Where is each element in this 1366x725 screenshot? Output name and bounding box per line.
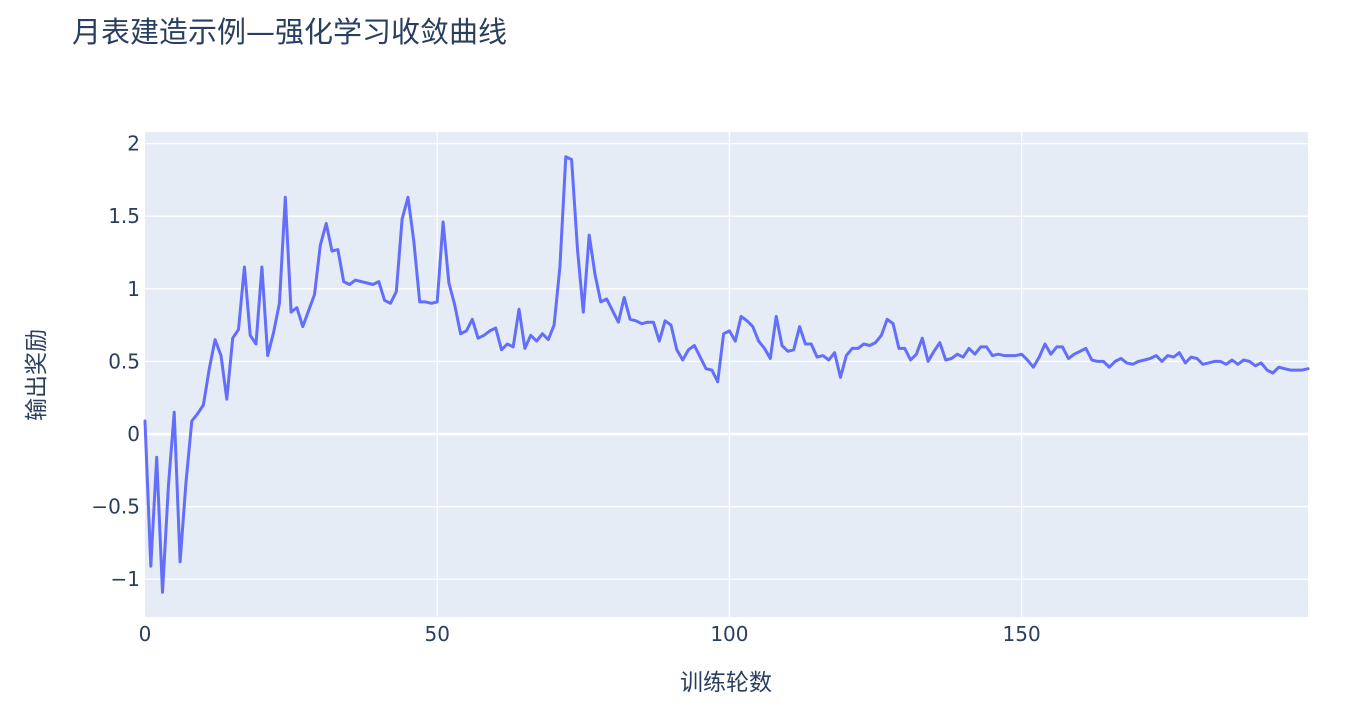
plot-area — [145, 132, 1308, 617]
y-tick-label: 1.5 — [108, 204, 140, 228]
x-tick-label: 100 — [710, 622, 748, 646]
x-gridlines — [436, 132, 1023, 617]
x-tick-label: 0 — [139, 622, 152, 646]
y-tick-label: −1 — [111, 567, 140, 591]
y-tick-label: 2 — [127, 132, 140, 156]
x-tick-label: 50 — [424, 622, 449, 646]
x-tick-labels: 0 50 100 150 — [139, 622, 1041, 646]
y-tick-label: 0 — [127, 422, 140, 446]
y-tick-label: 1 — [127, 277, 140, 301]
x-tick-label: 150 — [1003, 622, 1041, 646]
y-tick-labels: −1 −0.5 0 0.5 1 1.5 2 — [91, 132, 140, 592]
y-tick-label: 0.5 — [108, 349, 140, 373]
chart-title: 月表建造示例—强化学习收敛曲线 — [72, 15, 507, 49]
y-tick-label: −0.5 — [91, 495, 140, 519]
y-axis-title: 输出奖励 — [24, 329, 50, 421]
series-line — [143, 155, 1310, 594]
x-axis-title: 训练轮数 — [680, 670, 772, 696]
y-gridlines — [145, 142, 1308, 580]
